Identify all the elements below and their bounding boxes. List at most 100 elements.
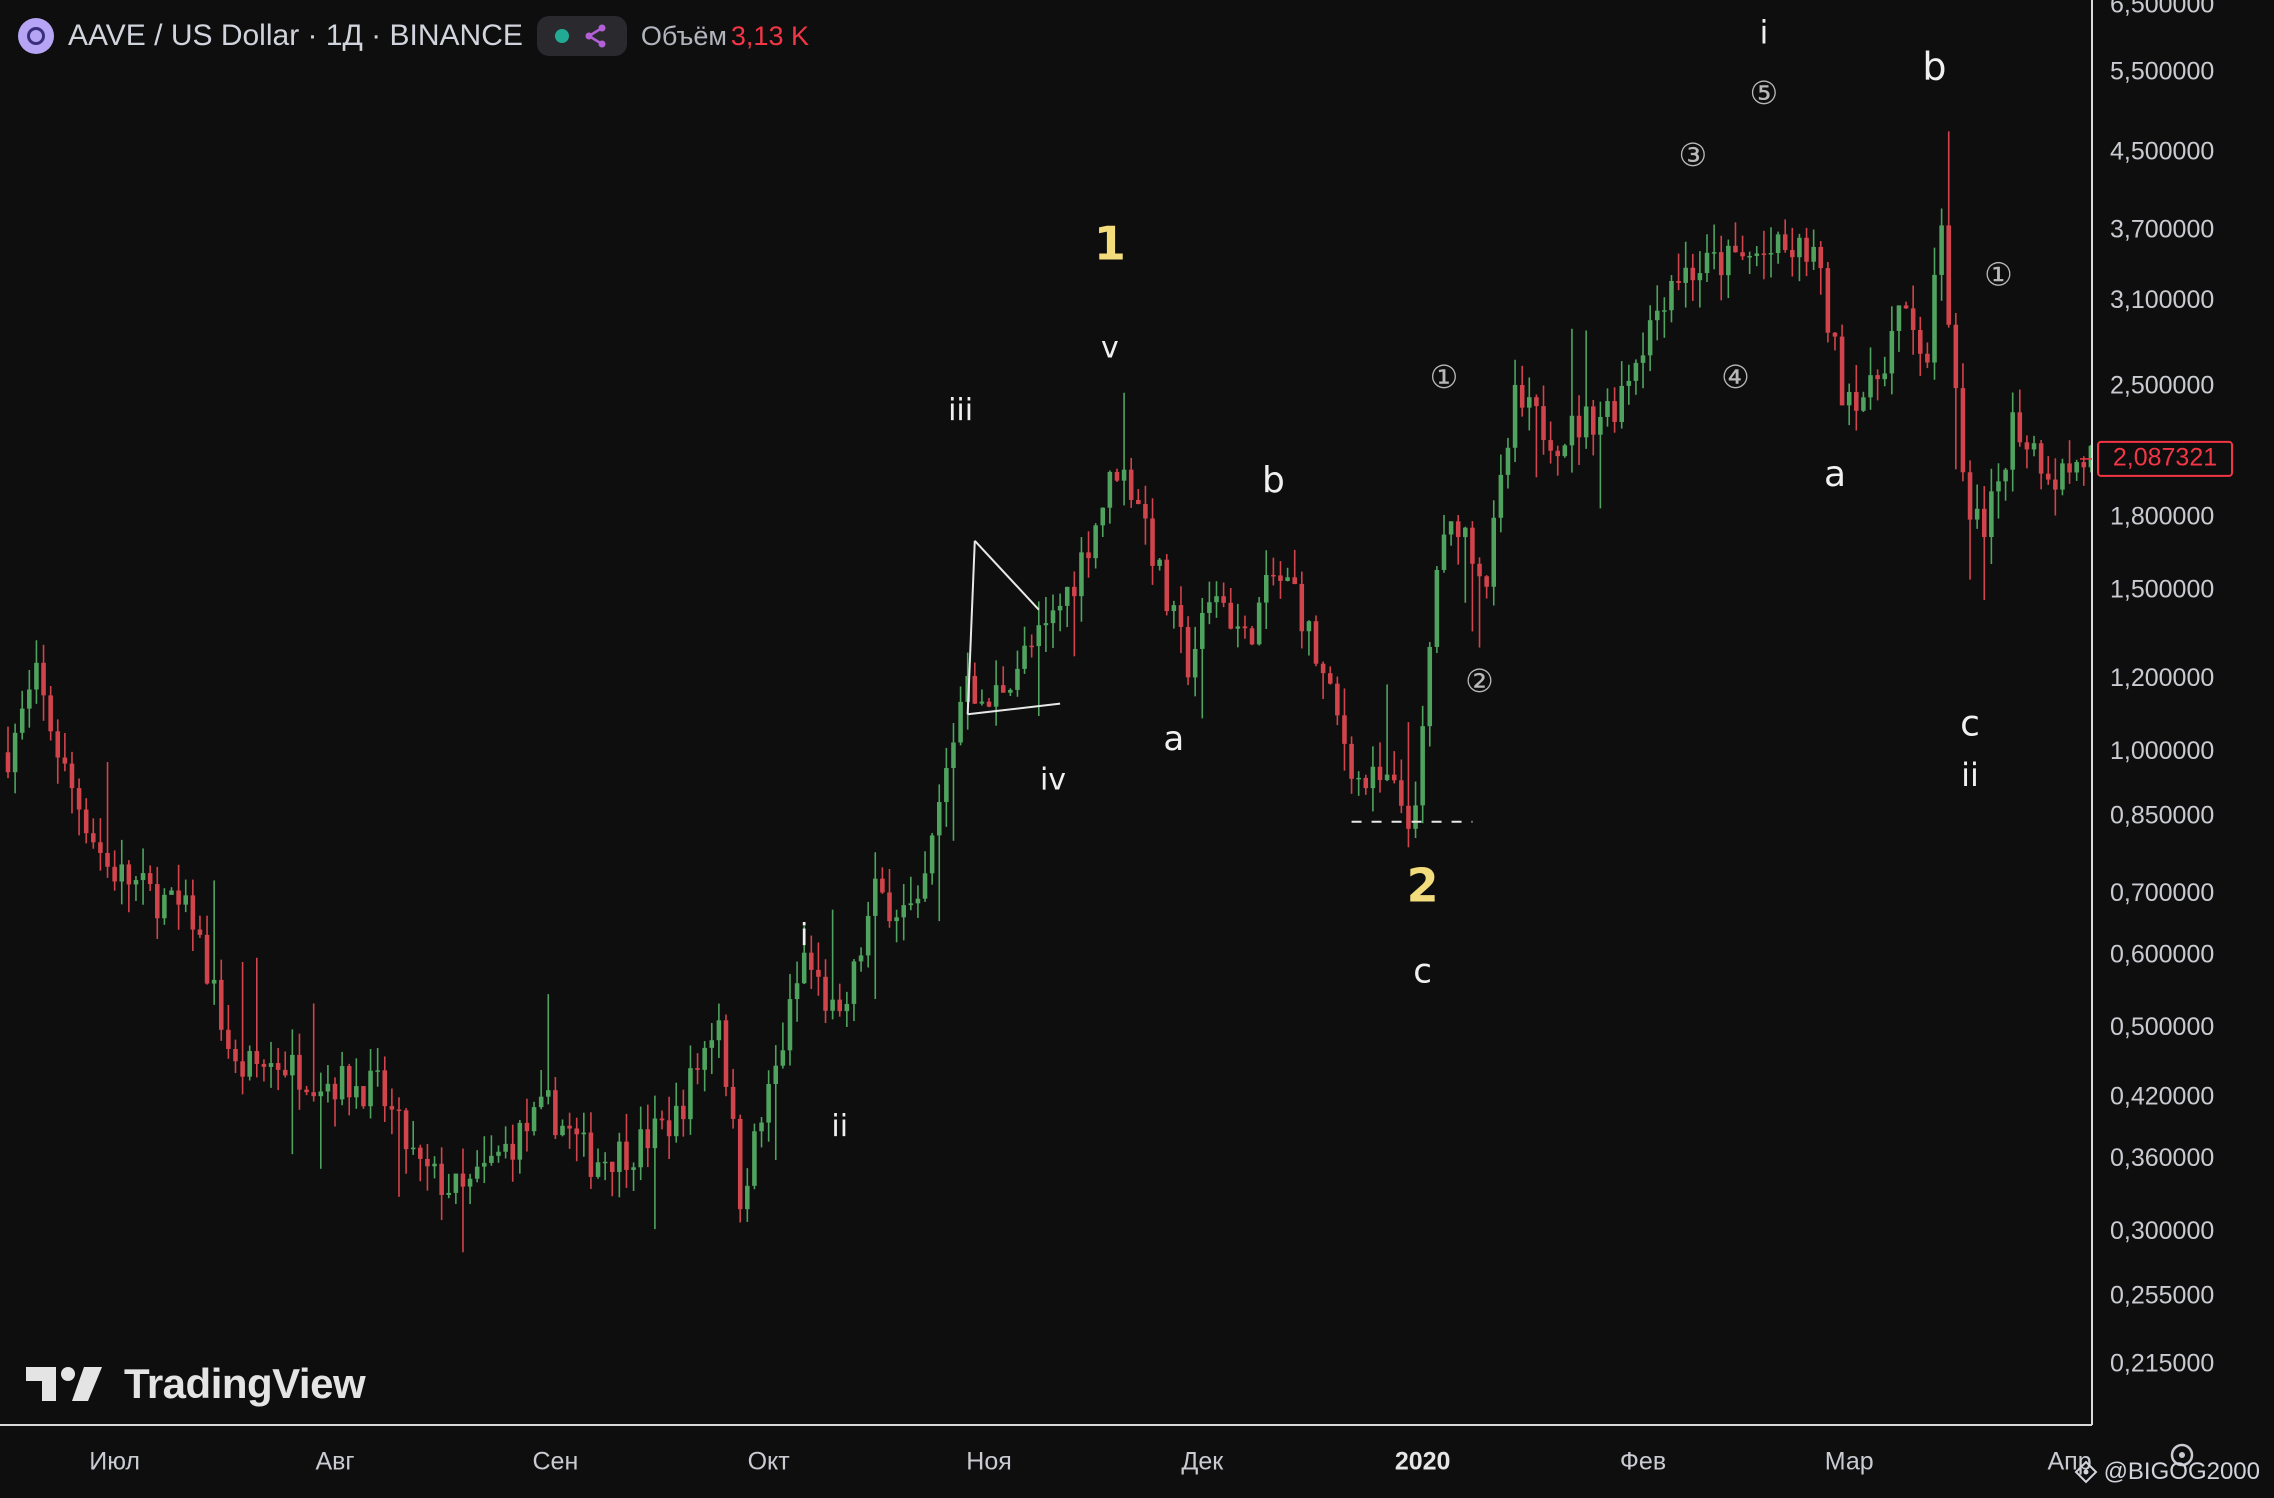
share-icon[interactable] <box>583 23 609 49</box>
candle-body <box>723 1020 729 1087</box>
wave-label: ① <box>1430 358 1459 396</box>
candle-body <box>1470 527 1475 564</box>
author-name: @BIGOG2000 <box>2103 1458 2260 1485</box>
candle-body <box>1918 330 1923 354</box>
candle-body <box>1057 605 1063 611</box>
candle-body <box>944 768 949 803</box>
candle-body <box>1143 504 1148 519</box>
candle-body <box>1647 320 1653 356</box>
candle-body <box>894 917 899 922</box>
candle-body <box>183 895 188 905</box>
wave-label: ii <box>1961 756 1979 794</box>
candle-body <box>474 1166 480 1179</box>
candle-body <box>41 662 46 696</box>
candle-body <box>1832 332 1838 337</box>
candle-body <box>76 788 82 810</box>
candles <box>5 131 2101 1253</box>
time-tick-label: Ноя <box>966 1448 1012 1476</box>
candle-body <box>1406 805 1411 829</box>
candle-body <box>1434 569 1440 647</box>
status-pill[interactable] <box>536 16 627 56</box>
drawings <box>966 540 1473 823</box>
candle-body <box>1391 774 1397 781</box>
triangle-upper-line <box>974 540 1040 611</box>
candle-body <box>787 999 793 1051</box>
candle-body <box>1740 252 1745 257</box>
price-tick-label: 1,800000 <box>2110 503 2214 531</box>
candle-body <box>268 1063 274 1067</box>
wave-label: iii <box>948 393 973 428</box>
candle-body <box>467 1178 473 1187</box>
candle-body <box>1882 373 1888 380</box>
candle-body <box>922 873 928 899</box>
candle-body <box>1534 397 1539 407</box>
candle-body <box>1733 245 1738 253</box>
candle-body <box>91 833 96 843</box>
candle-body <box>1008 689 1013 693</box>
candle-body <box>1590 406 1596 435</box>
candle-body <box>1285 577 1290 581</box>
candle-body <box>1974 508 1980 520</box>
candle-body <box>375 1070 380 1072</box>
candle-body <box>48 695 53 732</box>
candle-body <box>517 1122 523 1160</box>
candle-body <box>1811 246 1816 262</box>
candle-body <box>496 1151 501 1156</box>
candle-body <box>958 701 963 743</box>
candle-body <box>560 1125 565 1136</box>
candle-body <box>1072 586 1077 597</box>
candle-body <box>2081 462 2087 468</box>
candle-body <box>588 1132 594 1177</box>
candle-body <box>880 878 885 893</box>
candle-body <box>1654 310 1660 321</box>
tradingview-watermark[interactable]: TradingView <box>26 1360 366 1408</box>
candle-body <box>1704 252 1710 274</box>
candle-body <box>688 1068 693 1120</box>
candle-body <box>631 1167 636 1170</box>
candle-body <box>55 731 61 758</box>
price-tick-label: 2,500000 <box>2110 372 2214 400</box>
candle-body <box>346 1066 352 1098</box>
wave-label: ④ <box>1721 358 1750 396</box>
candle-body <box>979 701 985 704</box>
candle-body <box>155 884 160 919</box>
candle-body <box>1377 766 1383 781</box>
candle-body <box>538 1096 544 1108</box>
candle-body <box>737 1118 743 1210</box>
candle-body <box>759 1122 764 1132</box>
candle-body <box>574 1128 579 1135</box>
candle-body <box>716 1020 722 1041</box>
candle-body <box>1583 406 1589 438</box>
candle-body <box>1804 237 1809 262</box>
candle-body <box>105 852 110 867</box>
candle-body <box>1612 401 1617 422</box>
candle-body <box>1342 715 1347 744</box>
candle-body <box>1349 743 1354 779</box>
candle-body <box>1214 596 1219 603</box>
symbol-title[interactable]: AAVE / US Dollar · 1Д · BINANCE <box>68 19 523 52</box>
candle-body <box>1463 527 1468 538</box>
candle-body <box>1633 362 1639 381</box>
candle-body <box>1548 440 1553 451</box>
candle-body <box>666 1120 672 1137</box>
candle-body <box>2060 463 2065 490</box>
candle-body <box>1562 445 1568 457</box>
candle-body <box>1960 388 1966 473</box>
candle-body <box>1192 648 1198 678</box>
candle-body <box>553 1090 558 1136</box>
wave-label: i <box>1759 14 1768 52</box>
candle-body <box>1448 521 1454 535</box>
candle-body <box>901 905 906 918</box>
wave-label: a <box>1824 454 1846 495</box>
aave-logo-icon <box>18 18 54 54</box>
candle-body <box>1683 267 1688 283</box>
candle-body <box>936 802 942 836</box>
candle-body <box>1399 780 1404 806</box>
candle-body <box>1790 250 1795 258</box>
wave-label: ③ <box>1678 136 1707 174</box>
candle-body <box>1896 305 1902 331</box>
candle-body <box>1221 596 1226 603</box>
price-tick-label: 1,200000 <box>2110 664 2214 692</box>
